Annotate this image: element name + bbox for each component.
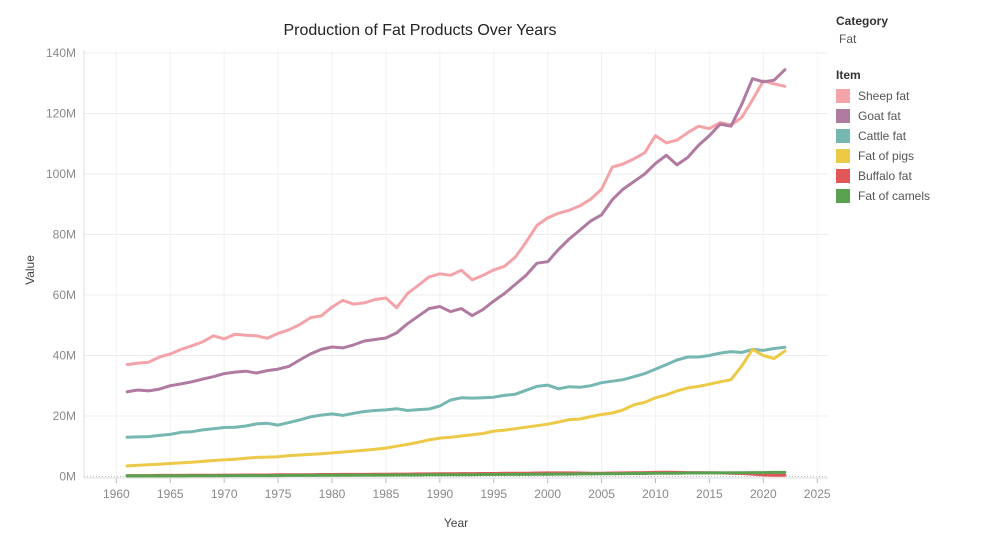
legend-item-goat-fat[interactable]: Goat fat — [836, 106, 996, 126]
legend-item-cattle-fat[interactable]: Cattle fat — [836, 126, 996, 146]
x-tick-label: 2005 — [588, 487, 615, 501]
legend-label: Sheep fat — [858, 89, 910, 103]
y-tick-label: 40M — [53, 348, 76, 362]
x-tick-label: 2015 — [696, 487, 723, 501]
x-tick-label: 1965 — [157, 487, 184, 501]
axes: 0M 20M 40M 60M 80M 100M 120M 140M 1960 1965 1970 19… — [46, 46, 831, 501]
y-axis-title: Value — [23, 255, 37, 285]
x-tick-label: 2010 — [642, 487, 669, 501]
x-tick-label: 1990 — [426, 487, 453, 501]
legend-category-value[interactable]: Fat — [839, 32, 857, 46]
series-line-fat-of-camels[interactable] — [125, 470, 787, 478]
series-line-cattle-fat[interactable] — [125, 345, 787, 439]
legend-item-title: Item — [836, 68, 861, 82]
y-tick-label: 60M — [53, 288, 76, 302]
legend-item-fat-of-camels[interactable]: Fat of camels — [836, 186, 996, 206]
legend-label: Buffalo fat — [858, 169, 912, 183]
legend-item-fat-of-pigs[interactable]: Fat of pigs — [836, 146, 996, 166]
x-tick-label: 2020 — [750, 487, 777, 501]
legend-swatch — [836, 129, 850, 143]
x-tick-label: 1995 — [480, 487, 507, 501]
x-tick-label: 1975 — [265, 487, 292, 501]
series-line-fat-of-pigs[interactable] — [125, 347, 787, 468]
x-tick-label: 1980 — [319, 487, 346, 501]
legend-swatch — [836, 89, 850, 103]
y-tick-label: 0M — [59, 469, 76, 483]
gridlines — [84, 50, 828, 478]
x-tick-label: 1985 — [373, 487, 400, 501]
series-line-goat-fat[interactable] — [125, 68, 787, 394]
series-lines — [125, 68, 787, 478]
legend-label: Fat of camels — [858, 189, 931, 203]
x-tick-label: 2025 — [804, 487, 831, 501]
legend-swatch — [836, 189, 850, 203]
legend-label: Goat fat — [858, 109, 901, 123]
legend: Category Fat Item Sheep fat Goat fat Cattl… — [836, 14, 996, 206]
legend-items: Sheep fat Goat fat Cattle fat Fat of pigs Bu… — [836, 86, 996, 206]
y-tick-label: 140M — [46, 46, 76, 60]
y-tick-label: 120M — [46, 107, 76, 121]
legend-label: Fat of pigs — [858, 149, 915, 163]
legend-swatch — [836, 149, 850, 163]
x-axis-title: Year — [444, 516, 468, 530]
x-tick-label: 1960 — [103, 487, 130, 501]
y-tick-label: 100M — [46, 167, 76, 181]
y-tick-label: 20M — [53, 409, 76, 423]
series-line-sheep-fat[interactable] — [125, 79, 787, 367]
legend-item-buffalo-fat[interactable]: Buffalo fat — [836, 166, 996, 186]
legend-category-title: Category — [836, 14, 889, 28]
legend-item-sheep-fat[interactable]: Sheep fat — [836, 86, 996, 106]
legend-swatch — [836, 109, 850, 123]
chart-title: Production of Fat Products Over Years — [283, 22, 556, 39]
x-tick-label: 2000 — [534, 487, 561, 501]
y-tick-label: 80M — [53, 228, 76, 242]
legend-swatch — [836, 169, 850, 183]
x-tick-label: 1970 — [211, 487, 238, 501]
legend-label: Cattle fat — [858, 129, 907, 143]
